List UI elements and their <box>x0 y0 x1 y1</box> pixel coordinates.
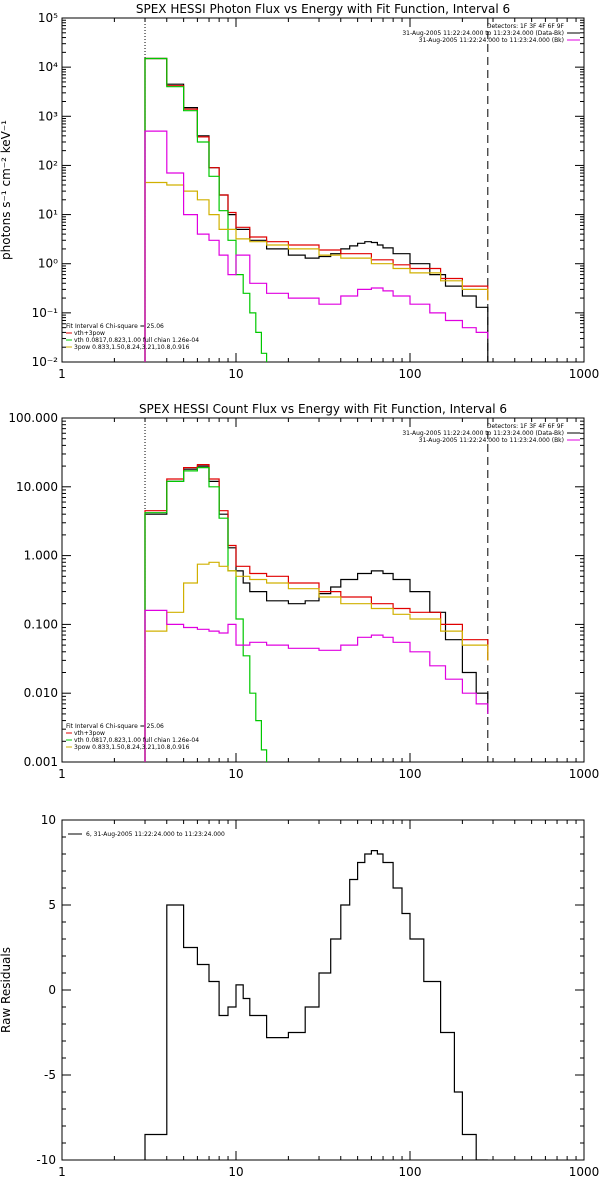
x-tick-label: 100 <box>399 1165 422 1179</box>
y-axis-label: photons s⁻¹ cm⁻² keV⁻¹ <box>0 120 13 260</box>
y-tick-label: 1.000 <box>24 549 58 563</box>
series-line-bk <box>144 130 489 362</box>
plot-frame <box>61 17 585 363</box>
legend-top-right-text: 31-Aug-2005 11:22:24.000 to 11:23:24.000… <box>402 30 564 37</box>
x-tick-label: 1000 <box>569 767 600 781</box>
legend-bottom-left-text: 3pow 0.833,1.50,8.24,3.21,10.8,0.916 <box>74 344 190 351</box>
legend-top-right-text: Detectors: 1F 3F 4F 6F 9F <box>487 23 565 30</box>
series-line-data-bk <box>144 57 489 362</box>
y-tick-label: 10⁻¹ <box>32 306 59 320</box>
plot-frame <box>61 819 585 1161</box>
legend-bottom-left-text: vth+3pow <box>74 730 105 737</box>
chart-3: 1 10 100 1000 -10 -5 0 5 10 Raw Residuals 6, 31-Au… <box>0 813 599 1179</box>
x-tick-label: 100 <box>399 767 422 781</box>
legend-bottom-left-text: vth 0.0817,0.823,1.00 full chian 1.26e-0… <box>74 737 199 744</box>
legend-bottom-left-text: vth 0.0817,0.823,1.00 full chian 1.26e-0… <box>74 337 199 344</box>
x-tick-label: 10 <box>228 367 243 381</box>
y-tick-label: 10⁵ <box>38 11 58 25</box>
series-line-vth-3pow <box>144 464 489 762</box>
legend-bottom-left-text: 3pow 0.833,1.50,8.24,3.21,10.8,0.916 <box>74 744 190 751</box>
legend-top-right-text: 31-Aug-2005 11:22:24.000 to 11:23:24.000… <box>419 437 564 444</box>
chart-title: SPEX HESSI Count Flux vs Energy with Fit… <box>139 402 507 416</box>
y-tick-label: 10³ <box>38 109 58 123</box>
x-tick-label: 1 <box>58 367 66 381</box>
legend-top-right-text: 31-Aug-2005 11:22:24.000 to 11:23:24.000… <box>419 37 564 44</box>
series-group <box>144 57 489 362</box>
series-line-vth <box>144 57 268 362</box>
legend-bottom-left-text: vth+3pow <box>74 330 105 337</box>
y-tick-label: 0 <box>48 983 56 997</box>
chart-2: SPEX HESSI Count Flux vs Energy with Fit… <box>8 402 599 781</box>
y-tick-label: 10⁴ <box>38 60 58 74</box>
y-tick-label: 100.000 <box>8 411 58 425</box>
y-tick-label: 10⁰ <box>38 257 58 271</box>
x-tick-label: 10 <box>228 767 243 781</box>
series-group <box>144 464 489 762</box>
y-tick-label: 10¹ <box>38 208 58 222</box>
y-tick-label: 0.001 <box>24 755 58 769</box>
x-tick-label: 100 <box>399 367 422 381</box>
legend-bottom-left-text: Fit Interval 6 Chi-square = 25.06 <box>66 323 164 330</box>
y-tick-label: -10 <box>36 1153 56 1167</box>
series-line-vth-3pow <box>144 57 489 362</box>
series-line-3pow <box>144 181 489 362</box>
y-tick-label: 10 <box>41 813 56 827</box>
series-line-bk <box>144 609 489 762</box>
y-tick-label: 5 <box>48 898 56 912</box>
chart-1: SPEX HESSI Photon Flux vs Energy with Fi… <box>0 2 599 381</box>
series-line-data-bk <box>144 465 489 762</box>
series-line-residuals <box>144 850 488 1160</box>
legend-top-left-text: 6, 31-Aug-2005 11:22:24.000 to 11:23:24.… <box>86 831 225 838</box>
y-tick-label: 0.010 <box>24 686 58 700</box>
x-tick-label: 1 <box>58 1165 66 1179</box>
series-line-vth <box>144 467 268 762</box>
plot-frame <box>61 417 585 763</box>
x-tick-label: 1 <box>58 767 66 781</box>
chart-title: SPEX HESSI Photon Flux vs Energy with Fi… <box>136 2 510 16</box>
y-axis-label: Raw Residuals <box>0 947 13 1033</box>
legend-top-right-text: Detectors: 1F 3F 4F 6F 9F <box>487 423 565 430</box>
series-line-3pow <box>144 561 489 762</box>
x-tick-label: 1000 <box>569 1165 600 1179</box>
legend-top-right-text: 31-Aug-2005 11:22:24.000 to 11:23:24.000… <box>402 430 564 437</box>
series-group <box>144 850 488 1160</box>
y-tick-label: 10² <box>38 158 58 172</box>
x-tick-label: 1000 <box>569 367 600 381</box>
y-tick-label: 0.100 <box>24 617 58 631</box>
y-tick-label: -5 <box>44 1068 56 1082</box>
x-tick-label: 10 <box>228 1165 243 1179</box>
y-tick-label: 10.000 <box>16 480 58 494</box>
y-tick-label: 10⁻² <box>32 355 59 369</box>
legend-bottom-left-text: Fit Interval 6 Chi-square = 25.06 <box>66 723 164 730</box>
